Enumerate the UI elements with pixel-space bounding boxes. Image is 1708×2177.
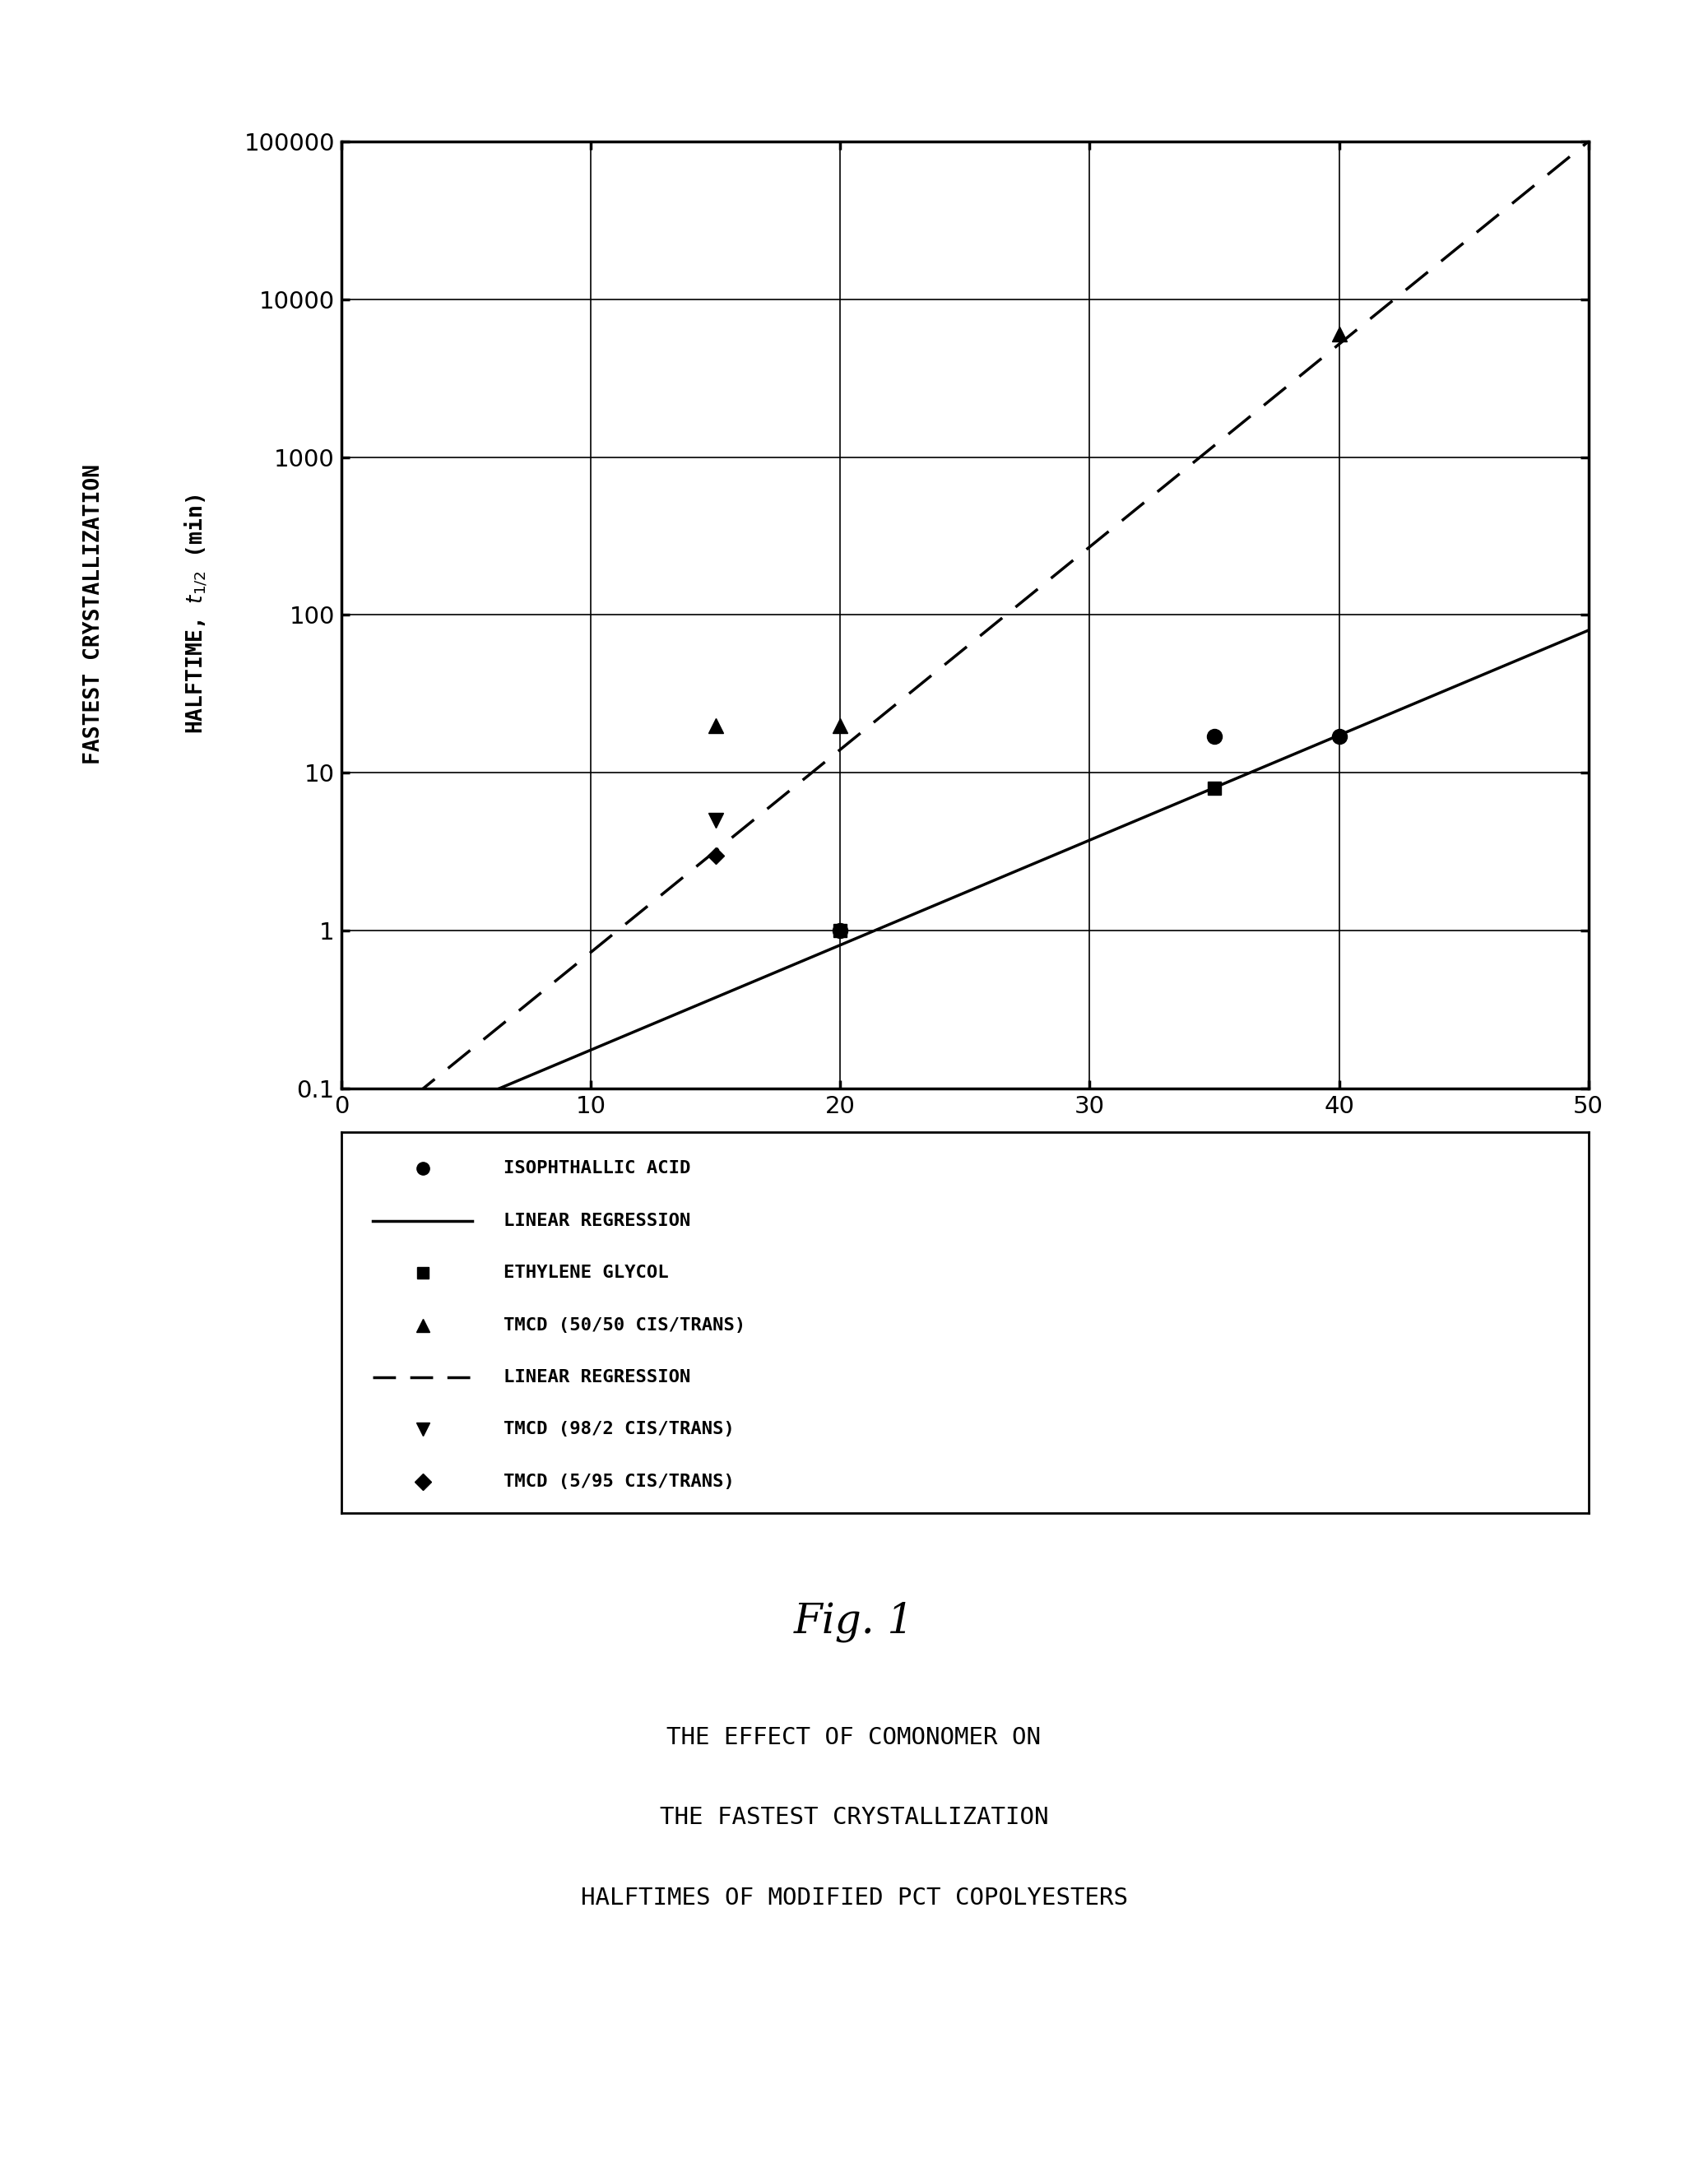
Text: LINEAR REGRESSION: LINEAR REGRESSION bbox=[504, 1213, 690, 1230]
Text: Fig. 1: Fig. 1 bbox=[794, 1602, 914, 1641]
Text: TMCD (50/50 CIS/TRANS): TMCD (50/50 CIS/TRANS) bbox=[504, 1317, 746, 1332]
Text: TMCD (5/95 CIS/TRANS): TMCD (5/95 CIS/TRANS) bbox=[504, 1474, 734, 1489]
X-axis label: MOL% COMONOMER: MOL% COMONOMER bbox=[840, 1134, 1090, 1163]
Text: THE EFFECT OF COMONOMER ON: THE EFFECT OF COMONOMER ON bbox=[666, 1726, 1042, 1748]
Text: TMCD (98/2 CIS/TRANS): TMCD (98/2 CIS/TRANS) bbox=[504, 1422, 734, 1437]
Text: FASTEST CRYSTALLIZATION: FASTEST CRYSTALLIZATION bbox=[84, 464, 104, 764]
Text: HALFTIME, $\mathit{t}_{1/2}$ (min): HALFTIME, $\mathit{t}_{1/2}$ (min) bbox=[183, 494, 210, 734]
Text: THE FASTEST CRYSTALLIZATION: THE FASTEST CRYSTALLIZATION bbox=[659, 1807, 1049, 1829]
Text: LINEAR REGRESSION: LINEAR REGRESSION bbox=[504, 1369, 690, 1385]
Text: ETHYLENE GLYCOL: ETHYLENE GLYCOL bbox=[504, 1265, 670, 1282]
Text: ISOPHTHALLIC ACID: ISOPHTHALLIC ACID bbox=[504, 1160, 690, 1178]
Text: HALFTIMES OF MODIFIED PCT COPOLYESTERS: HALFTIMES OF MODIFIED PCT COPOLYESTERS bbox=[581, 1887, 1127, 1909]
